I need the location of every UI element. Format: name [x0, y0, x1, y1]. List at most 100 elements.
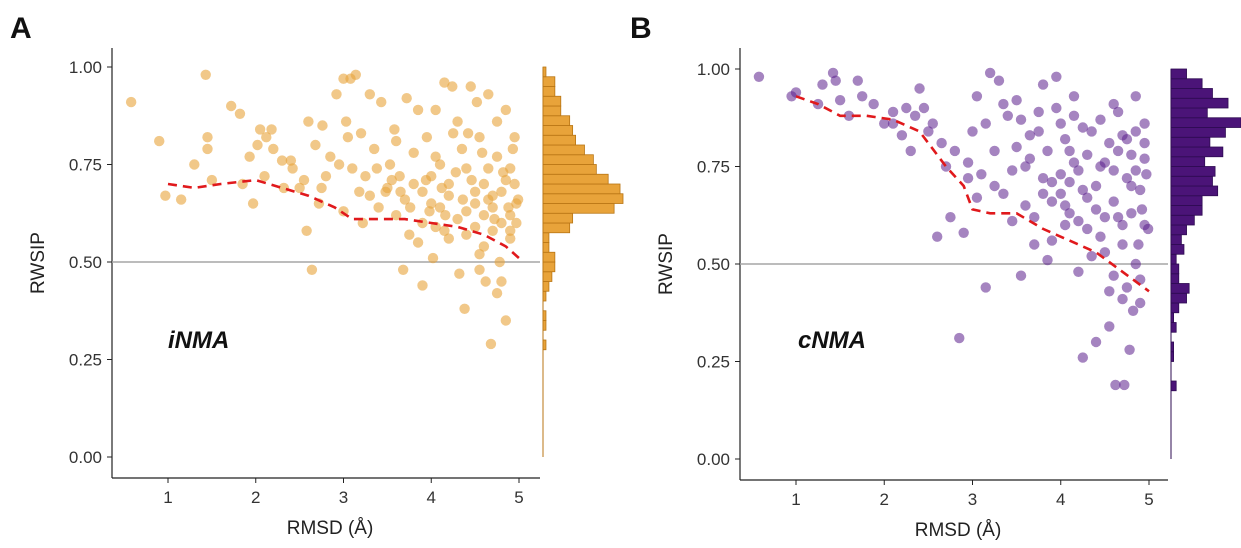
- data-point: [1117, 130, 1128, 141]
- data-point: [439, 77, 450, 88]
- data-point: [1073, 165, 1084, 176]
- data-point: [980, 282, 991, 293]
- data-point: [1130, 258, 1141, 270]
- data-point: [1015, 114, 1027, 125]
- data-point: [511, 217, 522, 229]
- data-point: [1055, 118, 1066, 129]
- data-point: [914, 83, 925, 94]
- data-point: [1011, 95, 1022, 106]
- data-point: [404, 202, 416, 213]
- data-point: [1121, 173, 1133, 184]
- histogram-bar: [1170, 234, 1182, 245]
- data-point: [310, 139, 321, 151]
- x-tick-label: 1: [791, 490, 800, 509]
- data-point: [427, 252, 439, 264]
- data-point: [160, 190, 171, 201]
- data-point: [1139, 153, 1150, 164]
- data-point: [954, 332, 965, 344]
- data-point: [962, 173, 974, 184]
- data-point: [1112, 106, 1124, 118]
- data-point: [1024, 153, 1036, 164]
- data-point: [1064, 145, 1075, 157]
- x-tick-label: 2: [251, 488, 260, 507]
- panel-b: B 0.00 0.25 0.50 0.75 1.00 1 2 3 4 5 RMSD (Å) RWSIP c…: [630, 12, 1241, 541]
- data-point: [316, 182, 327, 194]
- data-point: [1133, 239, 1144, 250]
- histogram-bar: [1170, 195, 1203, 206]
- histogram-bar: [542, 320, 547, 331]
- data-point: [1077, 122, 1089, 133]
- data-point: [234, 108, 246, 120]
- data-point: [1112, 212, 1124, 223]
- data-point: [373, 202, 384, 213]
- data-point: [465, 81, 476, 92]
- x-tick-label: 4: [427, 488, 436, 507]
- data-point: [1082, 192, 1093, 203]
- data-point: [200, 69, 211, 81]
- data-point: [469, 221, 481, 233]
- data-point: [1108, 270, 1119, 281]
- histogram-bar: [1170, 117, 1241, 128]
- data-point: [505, 225, 516, 236]
- data-point: [1073, 266, 1084, 277]
- data-point: [967, 126, 978, 137]
- data-point: [998, 98, 1009, 110]
- data-point: [478, 210, 490, 221]
- data-point: [1068, 157, 1080, 168]
- data-point: [259, 171, 270, 182]
- data-point: [294, 182, 305, 194]
- data-point: [1042, 145, 1053, 157]
- data-point: [369, 143, 380, 155]
- histogram-bar: [542, 222, 571, 234]
- y-tick-label: 0.00: [697, 450, 730, 469]
- data-point: [354, 186, 365, 197]
- data-point: [261, 132, 272, 143]
- histogram-bar: [542, 164, 597, 175]
- data-point: [476, 147, 488, 158]
- x-tick-label: 2: [880, 490, 889, 509]
- data-point: [340, 116, 352, 127]
- histogram-bar: [1170, 127, 1226, 138]
- scatter-points: [125, 69, 524, 350]
- data-point: [1130, 126, 1141, 137]
- data-point: [278, 182, 290, 194]
- y-axis-title: RWSIP: [28, 232, 49, 294]
- data-point: [1037, 173, 1049, 184]
- histogram-bar: [1170, 136, 1211, 148]
- histogram-bar: [542, 310, 547, 321]
- data-point: [1007, 215, 1018, 227]
- data-point: [384, 159, 396, 170]
- histogram-bar: [1170, 68, 1187, 80]
- data-point: [503, 202, 514, 213]
- data-point: [287, 163, 298, 174]
- histogram-bar: [542, 193, 624, 204]
- data-point: [412, 104, 424, 116]
- histogram-bar: [542, 86, 556, 97]
- data-point: [1051, 71, 1062, 83]
- histogram-bar: [542, 281, 550, 292]
- data-point: [927, 118, 938, 129]
- data-point: [507, 143, 519, 155]
- histogram-bar: [542, 271, 553, 282]
- y-tick-label: 0.00: [69, 448, 102, 467]
- data-point: [1059, 200, 1071, 211]
- x-tick-label: 5: [1144, 490, 1153, 509]
- data-point: [918, 102, 930, 114]
- data-point: [301, 225, 312, 236]
- panel-annotation: iNMA: [168, 327, 229, 354]
- data-point: [202, 143, 213, 155]
- data-point: [1055, 188, 1066, 199]
- y-tick-label: 0.50: [697, 255, 730, 274]
- data-point: [408, 178, 419, 190]
- data-point: [1090, 204, 1102, 215]
- histogram-bar: [1170, 88, 1213, 99]
- data-point: [505, 163, 516, 174]
- x-tick-label: 3: [968, 490, 977, 509]
- data-point: [511, 198, 522, 209]
- panel-letter: A: [10, 12, 32, 45]
- data-point: [457, 194, 469, 205]
- data-point: [447, 128, 459, 139]
- data-point: [1033, 106, 1044, 118]
- data-point: [469, 186, 481, 197]
